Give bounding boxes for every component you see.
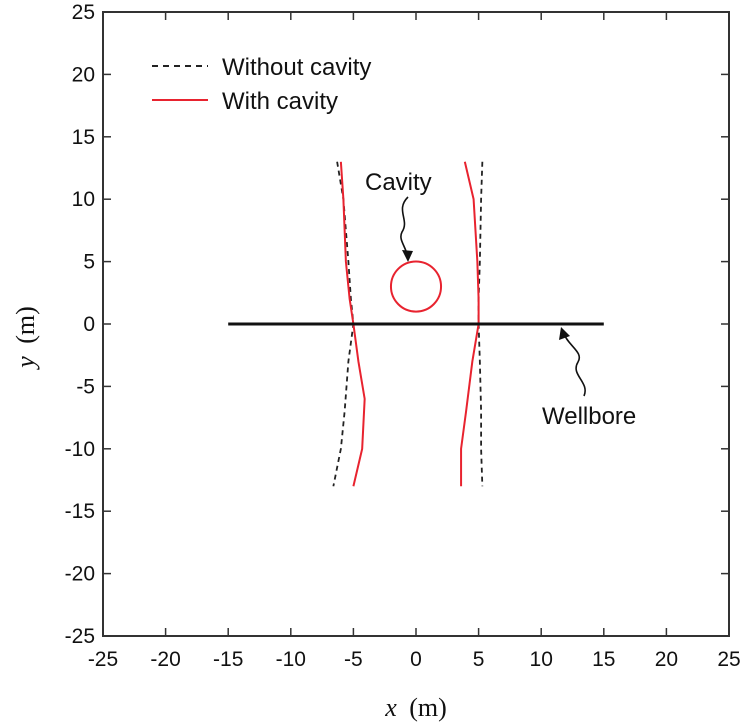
x-tick-label: -5 xyxy=(344,648,363,671)
cavity-arrow xyxy=(400,196,409,259)
y-tick-label: -10 xyxy=(65,438,95,461)
x-axis-unit: (m) xyxy=(409,693,447,722)
wellbore-label: Wellbore xyxy=(542,403,636,430)
x-tick-label: 15 xyxy=(592,648,615,671)
y-tick-label: 0 xyxy=(83,313,95,336)
cavity-circle xyxy=(389,260,443,313)
y-axis-unit: (m) xyxy=(11,306,40,344)
y-tick-label: 5 xyxy=(83,251,95,274)
x-axis-var: x xyxy=(384,693,397,722)
x-tick-label: 5 xyxy=(473,648,485,671)
x-tick-label: -25 xyxy=(88,648,118,671)
cavity-arrow-head xyxy=(402,250,413,262)
x-tick-label: 20 xyxy=(655,648,678,671)
x-axis-label: x (m) xyxy=(384,693,447,722)
legend: Without cavity With cavity xyxy=(152,54,371,115)
legend-label-with-cavity: With cavity xyxy=(222,88,338,115)
cavity-label: Cavity xyxy=(365,169,432,196)
x-tick-label: -20 xyxy=(150,648,180,671)
x-tick-label: 10 xyxy=(530,648,553,671)
y-tick-label: 10 xyxy=(72,188,95,211)
ticks-layer: -25 -20 -15 -10 -5 0 5 10 15 20 25 25 20 15 10 5 0 -5 -10 -… xyxy=(65,1,741,671)
y-tick-label: -5 xyxy=(76,375,95,398)
x-tick-label: 0 xyxy=(410,648,422,671)
x-tick-label: 25 xyxy=(717,648,740,671)
y-axis-label: y (m) xyxy=(11,306,40,371)
legend-label-without-cavity: Without cavity xyxy=(222,54,371,81)
x-tick-label: -10 xyxy=(276,648,306,671)
x-tick-label: -15 xyxy=(213,648,243,671)
y-tick-label: -15 xyxy=(65,500,95,523)
wellbore-arrow-head xyxy=(559,327,570,340)
y-tick-label: 15 xyxy=(72,126,95,149)
y-tick-label: 25 xyxy=(72,1,95,24)
y-tick-label: -20 xyxy=(65,563,95,586)
wellbore-arrow xyxy=(562,331,586,397)
y-axis-var: y xyxy=(11,356,40,371)
y-tick-label: -25 xyxy=(65,625,95,648)
y-tick-label: 20 xyxy=(72,63,95,86)
